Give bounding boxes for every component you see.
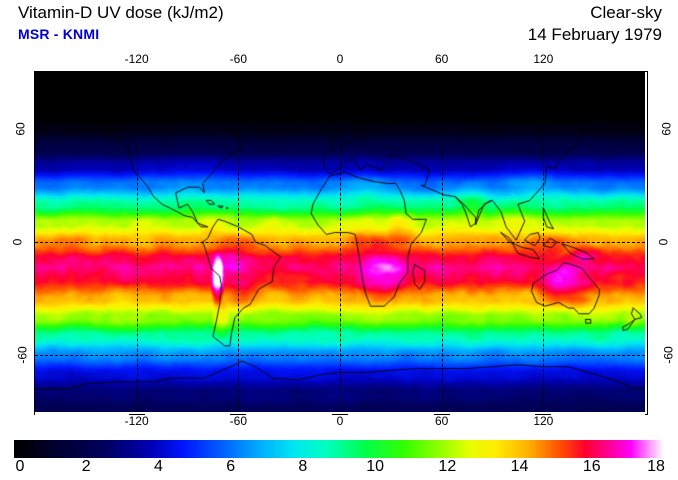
colorbar-tick-2: 2 [81,458,91,475]
page-title: Vitamin-D UV dose (kJ/m2) [18,3,224,22]
x-axis-tick-segment [348,66,434,70]
colorbar-tick-0: 0 [15,458,25,475]
y-axis-tick-segment [29,72,33,121]
colorbar-tick-4: 4 [153,458,163,475]
colorbar-tick-6: 6 [226,458,236,475]
y-axis-label-left-neg60: -60 [15,346,30,364]
figure-header: Vitamin-D UV dose (kJ/m2) MSR - KNMI Cle… [0,0,678,52]
colorbar-tick-18: 18 [647,458,665,475]
x-axis-label-top-0: 0 [336,52,344,66]
x-axis-tick-segment [551,66,645,70]
x-axis-tick-segment [449,414,536,418]
colorbar-tick-14: 14 [510,458,529,475]
uv-field-canvas [35,72,645,412]
x-axis-label-top-60: 60 [434,52,449,66]
colorbar-tick-labels: 0 2 4 6 8 10 12 14 16 18 [14,458,665,478]
x-axis-label-bottom-120: 120 [533,414,554,428]
x-axis-label-bottom--60: -60 [229,414,247,428]
x-axis-tick-segment [144,414,231,418]
x-axis-tick-segment [348,414,434,418]
x-axis-label-bottom--120: -120 [124,414,149,428]
date-label: 14 February 1979 [527,25,662,44]
colorbar-canvas [14,440,664,458]
x-axis-tick-segment [449,66,536,70]
y-axis-label-right-0: 0 [656,238,671,246]
colorbar-tick-16: 16 [582,458,601,475]
world-uv-heatmap [35,72,645,412]
y-axis-tick-segment [29,250,33,348]
x-axis-label-bottom-60: 60 [434,414,449,428]
x-axis-tick-segment [35,66,129,70]
y-axis-tick-segment [649,136,653,234]
sky-condition-label: Clear-sky [590,3,662,22]
colorbar-gradient [14,440,664,458]
institute-label: MSR - KNMI [18,26,100,42]
x-axis-label-top--120: -120 [124,52,149,66]
colorbar-tick-10: 10 [366,458,385,475]
y-axis-tick-segment [29,363,33,412]
y-axis-tick-segment [649,72,653,121]
y-axis-label-left-60: 60 [13,121,28,136]
y-axis-label-right-60: 60 [659,121,674,136]
x-axis-tick-segment [246,66,332,70]
colorbar-tick-8: 8 [298,458,308,475]
y-axis-tick-segment [649,250,653,348]
x-axis-tick-segment [246,414,332,418]
x-axis-label-top-120: 120 [533,52,554,66]
y-axis-tick-segment [29,136,33,234]
y-axis-label-left-0: 0 [10,238,25,246]
x-axis-tick-segment [551,414,645,418]
y-axis-tick-segment [649,363,653,412]
x-axis-label-bottom-0: 0 [336,414,344,428]
colorbar [14,440,664,458]
x-axis-tick-segment [35,414,129,418]
y-axis-label-right-neg60: -60 [661,346,676,364]
x-axis-tick-segment [144,66,231,70]
colorbar-tick-12: 12 [438,458,457,475]
x-axis-label-top--60: -60 [229,52,247,66]
